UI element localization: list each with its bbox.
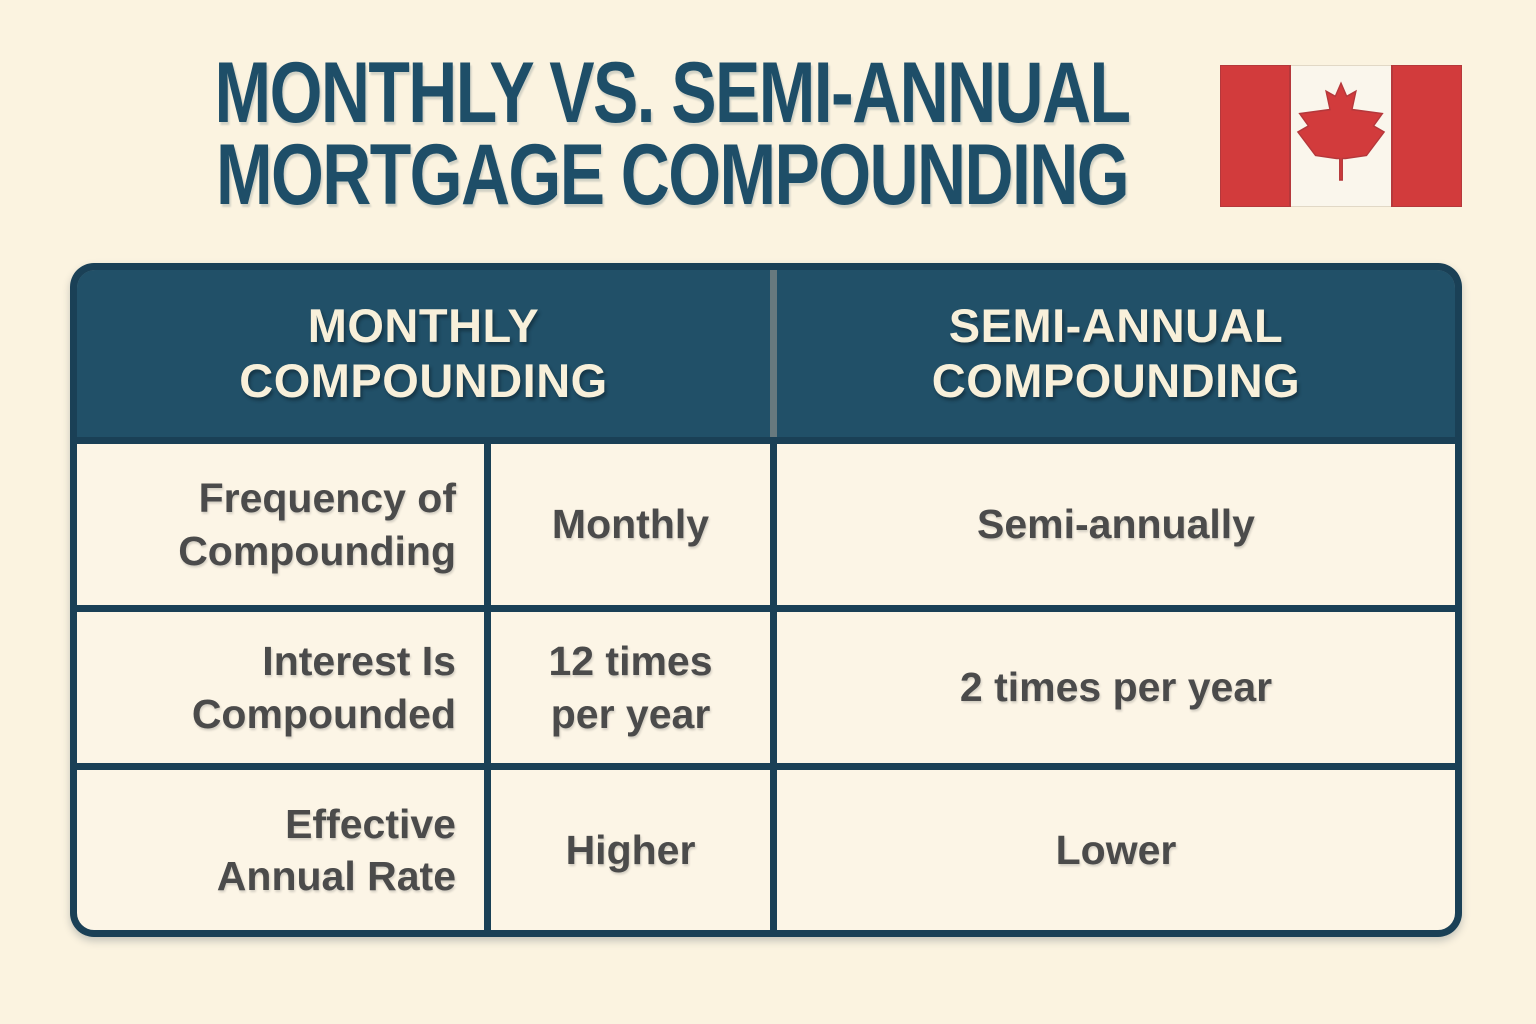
table-header-monthly-label: MONTHLY COMPOUNDING: [239, 298, 608, 407]
page-title-line-2: MORTGAGE COMPOUNDING: [215, 127, 1130, 223]
table-body: Frequency of Compounding Monthly Semi-an…: [77, 444, 1455, 930]
cell-semi-annual-frequency: Semi-annually: [777, 444, 1455, 605]
table-header-monthly: MONTHLY COMPOUNDING: [77, 270, 770, 437]
comparison-table: MONTHLY COMPOUNDING SEMI-ANNUAL COMPOUND…: [70, 263, 1462, 937]
table-header-semi-annual-label: SEMI-ANNUAL COMPOUNDING: [931, 298, 1301, 407]
cell-monthly-frequency: Monthly: [491, 444, 770, 605]
row-label-effective-annual-rate: Effective Annual Rate: [77, 770, 484, 930]
row-label-interest-compounded: Interest Is Compounded: [77, 612, 484, 763]
cell-semi-annual-effective-annual-rate: Lower: [777, 770, 1455, 930]
row-label-frequency: Frequency of Compounding: [77, 444, 484, 605]
table-header-semi-annual: SEMI-ANNUAL COMPOUNDING: [777, 270, 1455, 437]
cell-semi-annual-interest-compounded: 2 times per year: [777, 612, 1455, 763]
canada-flag-icon: [1220, 65, 1462, 207]
page-title: MONTHLY VS. SEMI-ANNUAL MORTGAGE COMPOUN…: [0, 45, 1344, 223]
page-title-line-1: MONTHLY VS. SEMI-ANNUAL: [214, 45, 1131, 141]
cell-monthly-effective-annual-rate: Higher: [491, 770, 770, 930]
cell-monthly-interest-compounded: 12 times per year: [491, 612, 770, 763]
table-header-row: MONTHLY COMPOUNDING SEMI-ANNUAL COMPOUND…: [77, 270, 1455, 437]
